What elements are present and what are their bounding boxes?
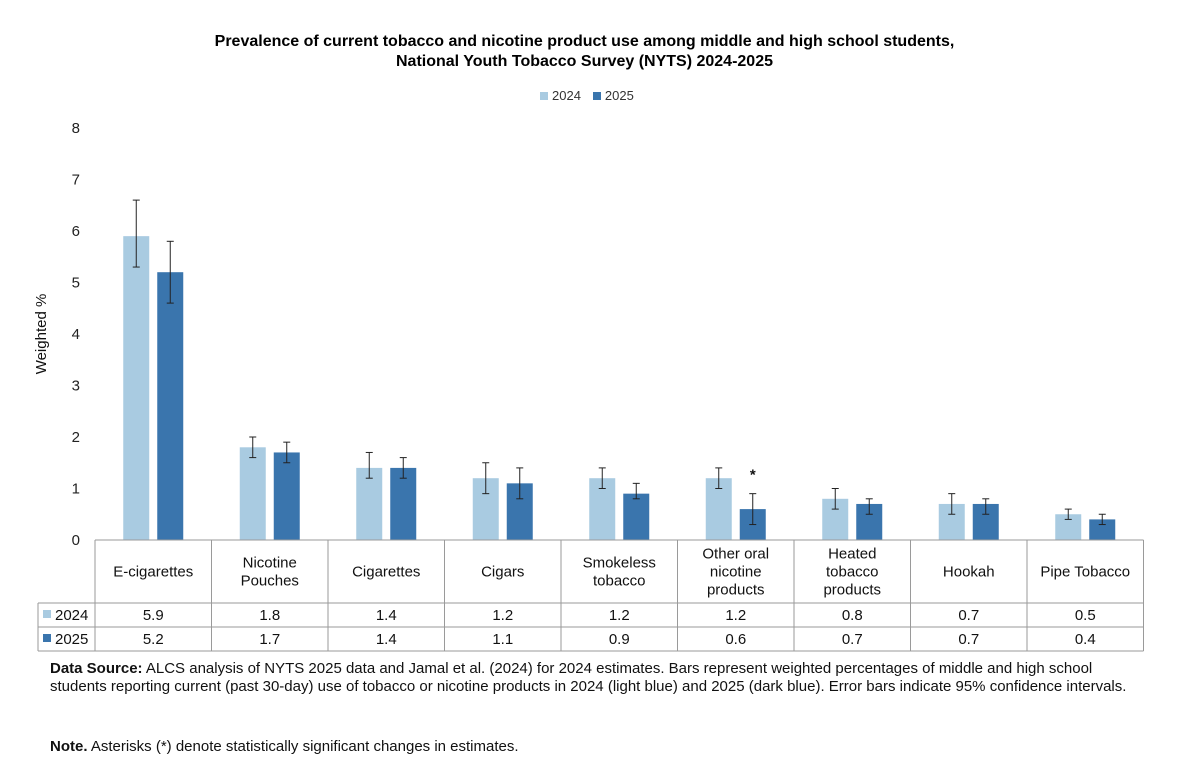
category-label: Smokeless bbox=[583, 555, 656, 572]
category-label: Heated bbox=[828, 546, 876, 563]
table-cell-value: 1.7 bbox=[259, 631, 280, 648]
legend-label-2025: 2025 bbox=[604, 88, 634, 103]
category-label: nicotine bbox=[710, 564, 762, 581]
category-label: Nicotine bbox=[243, 555, 297, 572]
y-tick-label: 6 bbox=[72, 223, 80, 240]
table-cell-value: 0.6 bbox=[725, 631, 746, 648]
significance-note: Note. Asterisks (*) denote statistically… bbox=[50, 738, 1150, 756]
data-source-note: Data Source: ALCS analysis of NYTS 2025 … bbox=[50, 660, 1150, 696]
y-axis-label: Weighted % bbox=[33, 294, 50, 375]
category-label: E-cigarettes bbox=[113, 564, 193, 581]
data-source-text: ALCS analysis of NYTS 2025 data and Jama… bbox=[50, 660, 1127, 695]
table-cell-value: 0.7 bbox=[842, 631, 863, 648]
y-tick-label: 0 bbox=[72, 532, 80, 549]
legend-item-2025: 2025 bbox=[592, 88, 634, 103]
category-label: products bbox=[823, 582, 881, 599]
table-cell-value: 1.2 bbox=[609, 607, 630, 624]
legend: 2024 2025 bbox=[540, 88, 634, 103]
chart-title-line-1: Prevalence of current tobacco and nicoti… bbox=[214, 33, 955, 50]
category-label: products bbox=[707, 582, 765, 599]
table-cell-value: 1.4 bbox=[376, 607, 397, 624]
note-label: Note. bbox=[50, 738, 88, 755]
legend-swatch-2025 bbox=[592, 91, 601, 100]
bar-2025 bbox=[157, 272, 184, 540]
row-header-2024: 2024 bbox=[55, 607, 88, 624]
bar-2025 bbox=[623, 493, 650, 540]
y-tick-label: 7 bbox=[72, 172, 80, 189]
category-label: Hookah bbox=[943, 564, 995, 581]
y-tick-label: 5 bbox=[72, 275, 80, 292]
category-label: tobacco bbox=[593, 573, 646, 590]
row-swatch-2025 bbox=[43, 634, 51, 642]
category-label: Pipe Tobacco bbox=[1040, 564, 1130, 581]
table-cell-value: 1.1 bbox=[492, 631, 513, 648]
data-source-label: Data Source: bbox=[50, 660, 143, 677]
legend-item-2024: 2024 bbox=[540, 88, 581, 103]
table-cell-value: 1.8 bbox=[259, 607, 280, 624]
table-cell-value: 0.8 bbox=[842, 607, 863, 624]
chart-title-line-2: National Youth Tobacco Survey (NYTS) 202… bbox=[396, 53, 773, 70]
bar-2024 bbox=[356, 467, 383, 540]
y-tick-label: 4 bbox=[72, 326, 80, 343]
table-cell-value: 0.7 bbox=[958, 631, 979, 648]
row-swatch-2024 bbox=[43, 610, 51, 618]
category-label: Cigarettes bbox=[352, 564, 420, 581]
y-tick-label: 1 bbox=[72, 481, 80, 498]
bar-2024 bbox=[123, 236, 150, 540]
table-cell-value: 5.2 bbox=[143, 631, 164, 648]
table-cell-value: 1.2 bbox=[492, 607, 513, 624]
table-cell-value: 0.7 bbox=[958, 607, 979, 624]
y-tick-label: 8 bbox=[72, 120, 80, 137]
category-label: Other oral bbox=[702, 546, 769, 563]
category-label: Cigars bbox=[481, 564, 524, 581]
bar-2024 bbox=[239, 447, 266, 540]
category-label: tobacco bbox=[826, 564, 879, 581]
note-text: Asterisks (*) denote statistically signi… bbox=[87, 738, 519, 755]
category-label: Pouches bbox=[241, 573, 299, 590]
y-tick-label: 3 bbox=[72, 378, 80, 395]
table-cell-value: 0.5 bbox=[1075, 607, 1096, 624]
bar-chart: 0 1 2 3 4 5 6 7 8 Weighted % * E-cigarettes Nicotine… bbox=[33, 120, 1144, 652]
legend-label-2024: 2024 bbox=[552, 88, 581, 103]
table-cell-value: 0.4 bbox=[1075, 631, 1096, 648]
bar-2025 bbox=[390, 467, 417, 540]
table-cell-value: 1.4 bbox=[376, 631, 397, 648]
significance-asterisk: * bbox=[750, 467, 756, 484]
table-cell-value: 0.9 bbox=[609, 631, 630, 648]
legend-swatch-2024 bbox=[540, 91, 548, 100]
bar-2025 bbox=[1089, 519, 1116, 540]
table-cell-value: 5.9 bbox=[143, 607, 164, 624]
bar-2025 bbox=[273, 452, 300, 540]
chart-title: Prevalence of current tobacco and nicoti… bbox=[0, 32, 1169, 72]
y-tick-label: 2 bbox=[72, 429, 80, 446]
table-cell-value: 1.2 bbox=[725, 607, 746, 624]
row-header-2025: 2025 bbox=[55, 631, 88, 648]
